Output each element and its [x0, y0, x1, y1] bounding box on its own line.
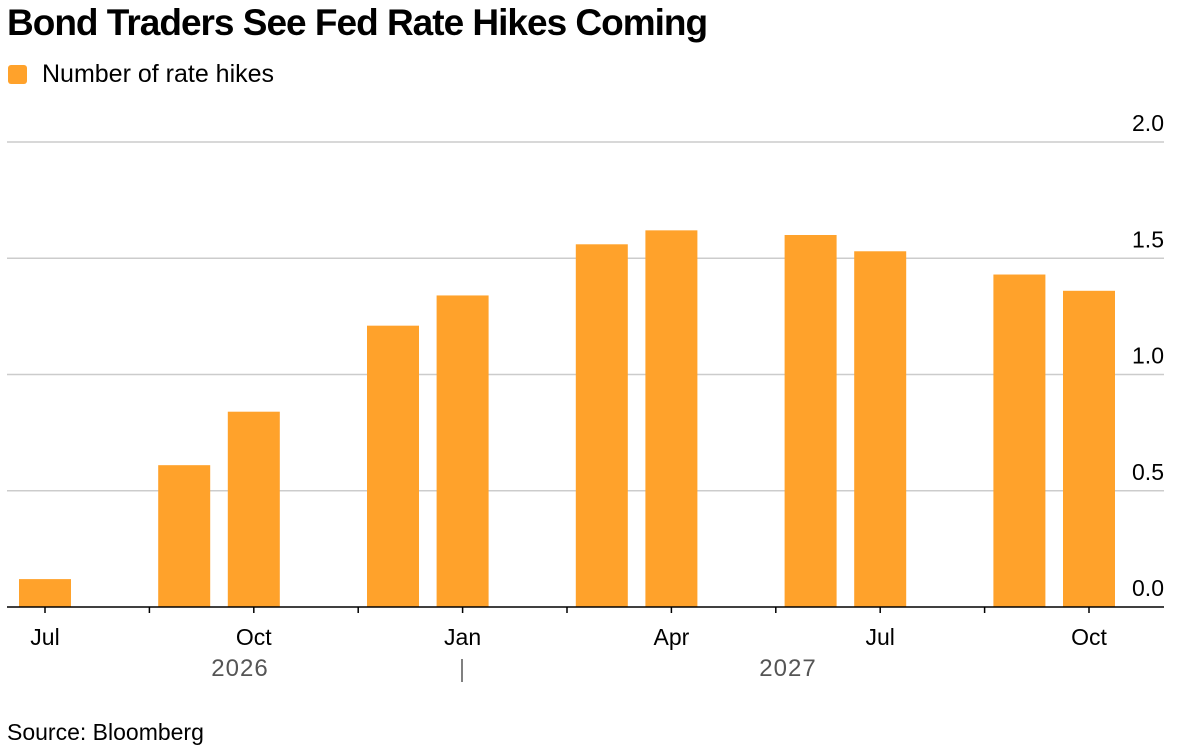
- y-tick-label: 1.0: [1132, 343, 1164, 369]
- year-label: 2027: [759, 655, 816, 682]
- x-tick-label: Oct: [1071, 624, 1107, 650]
- bar: [19, 579, 71, 607]
- bar: [436, 295, 489, 607]
- bar: [575, 244, 628, 608]
- y-tick-label: 2.0: [1132, 110, 1164, 136]
- y-tick-label: 1.5: [1132, 226, 1164, 252]
- bar: [784, 235, 837, 607]
- year-label: 2026: [211, 655, 268, 682]
- chart-title: Bond Traders See Fed Rate Hikes Coming: [7, 2, 708, 43]
- bar: [1063, 290, 1115, 607]
- bar: [854, 251, 907, 607]
- y-tick-label: 0.0: [1132, 575, 1164, 601]
- legend: Number of rate hikes: [8, 60, 274, 89]
- bar: [227, 411, 280, 607]
- x-tick-label: Apr: [654, 624, 690, 650]
- legend-swatch: [8, 65, 27, 84]
- x-tick-label: Jan: [444, 624, 481, 650]
- y-tick-label: 0.5: [1132, 459, 1164, 485]
- bar: [645, 230, 698, 607]
- legend-label: Number of rate hikes: [42, 60, 275, 88]
- x-tick-label: Jul: [865, 624, 894, 650]
- bar: [367, 325, 419, 607]
- source-note: Source: Bloomberg: [7, 719, 204, 745]
- bar: [158, 465, 211, 607]
- x-tick-label: Jul: [30, 624, 59, 650]
- bar: [993, 274, 1046, 607]
- x-tick-label: Oct: [236, 624, 272, 650]
